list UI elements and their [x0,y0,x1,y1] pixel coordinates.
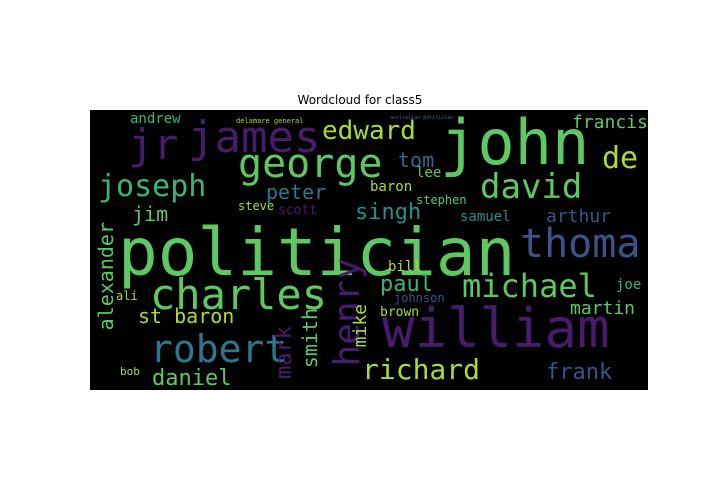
word-brown: brown [380,305,420,320]
word-alexander: alexander [94,222,118,331]
word-jim: jim [132,202,169,226]
word-martin: martin [570,298,636,319]
word-jr: jr [128,120,179,169]
word-daniel: daniel [152,366,232,390]
word-joseph: joseph [98,169,207,204]
word-smith: smith [298,308,322,369]
word-edward: edward [322,116,416,146]
word-robert: robert [150,327,288,371]
word-delamare-general: delamare general [236,117,304,125]
word-frank: frank [546,360,613,385]
word-scott: scott [278,203,318,218]
word-charles: charles [150,270,328,319]
word-thoma: thoma [520,221,641,267]
word-stephen: stephen [416,193,467,207]
word-mark: mark [272,326,297,379]
word-john: john [440,110,590,179]
word-michael: michael [462,267,597,305]
word-arthur: arthur [546,206,612,227]
word-australian-politician: australian politician [390,115,454,121]
word-de: de [602,141,639,176]
word-peter: peter [266,180,327,204]
word-baron: baron [370,179,413,195]
word-joe: joe [616,277,642,293]
word-paul: paul [380,272,433,297]
word-william: william [382,297,610,360]
word-st-baron: st baron [138,304,235,328]
word-tom: tom [398,148,435,172]
chart-title: Wordcloud for class5 [297,93,423,107]
word-johnson: johnson [394,291,445,305]
word-ali: ali [116,289,138,303]
word-lee: lee [416,165,442,181]
word-david: david [480,167,583,207]
word-mike: mike [350,304,371,348]
word-bill: bill [388,259,422,275]
word-steve: steve [238,199,275,213]
word-singh: singh [355,200,422,225]
word-francis: francis [572,112,648,133]
word-bob: bob [120,365,140,378]
word-richard: richard [362,353,481,386]
word-james: james [188,112,321,163]
wordcloud-canvas: politician william john james jr george … [90,110,648,390]
word-andrew: andrew [130,111,181,127]
word-samuel: samuel [460,209,511,225]
word-george: george [238,141,383,187]
word-politician: politician [118,214,516,291]
